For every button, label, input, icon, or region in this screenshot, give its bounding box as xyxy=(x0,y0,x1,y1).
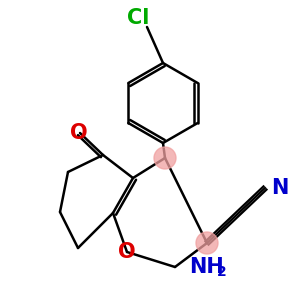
Text: NH: NH xyxy=(189,257,224,277)
Text: O: O xyxy=(70,123,88,143)
Text: N: N xyxy=(271,178,288,198)
Text: O: O xyxy=(118,242,136,262)
Circle shape xyxy=(154,147,176,169)
Text: Cl: Cl xyxy=(127,8,149,28)
Circle shape xyxy=(196,232,218,254)
Text: 2: 2 xyxy=(217,265,227,279)
